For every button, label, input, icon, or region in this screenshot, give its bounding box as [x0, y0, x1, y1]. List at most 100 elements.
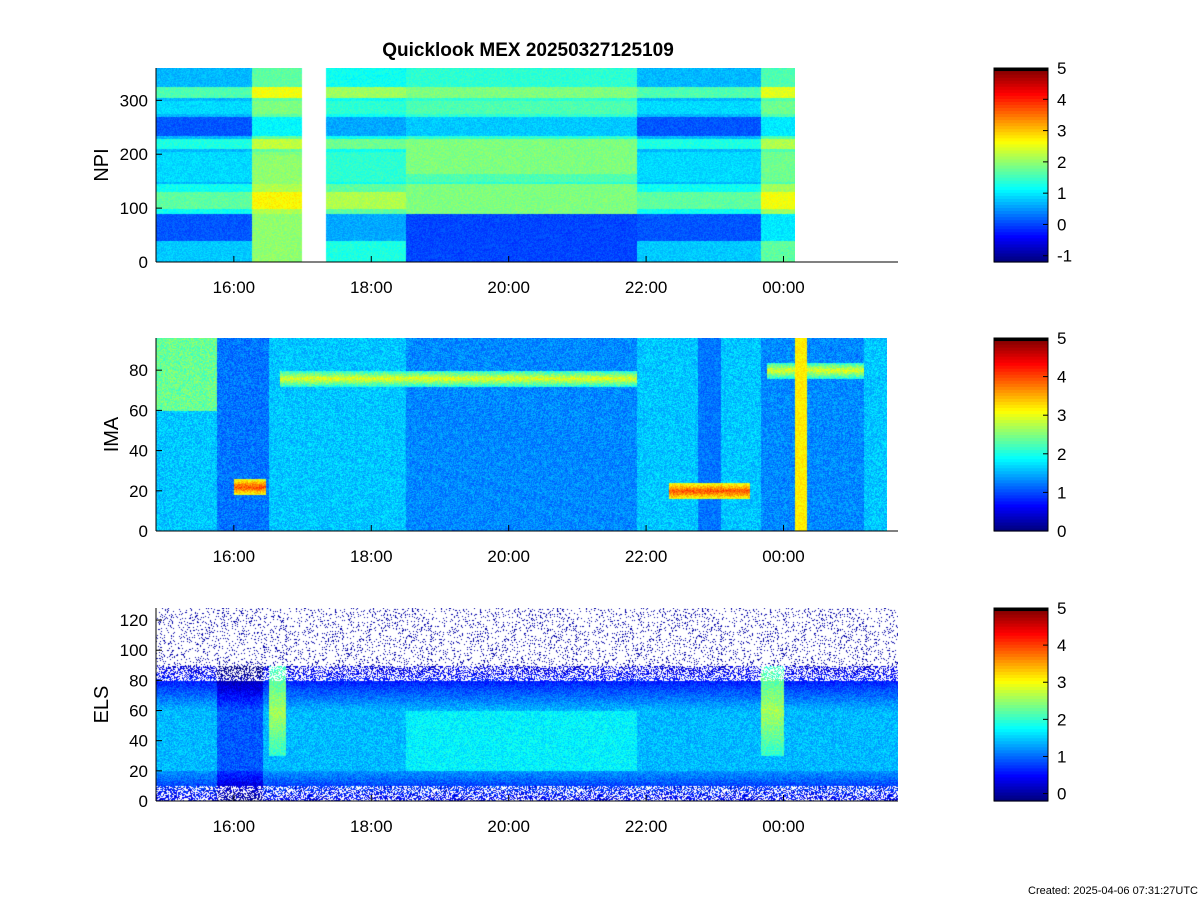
y-tick-label: 80 — [129, 361, 148, 380]
colorbar-swatch — [994, 83, 1048, 87]
colorbar-swatch — [994, 482, 1048, 487]
y-tick-label: 20 — [129, 762, 148, 781]
x-tick-label: 16:00 — [213, 278, 256, 297]
colorbar-swatch — [994, 86, 1048, 90]
colorbar-swatch — [994, 758, 1048, 763]
colorbar-swatch — [994, 377, 1048, 381]
colorbar-swatch — [994, 491, 1048, 496]
y-tick-label: 0 — [139, 792, 148, 811]
colorbar-swatch — [994, 452, 1048, 457]
colorbar-swatch — [994, 467, 1048, 472]
colorbar-tick-label: 3 — [1057, 406, 1066, 425]
colorbar-swatch — [994, 152, 1048, 157]
colorbar-swatch — [994, 473, 1048, 478]
colorbar-swatch — [994, 446, 1048, 451]
colorbar-swatch — [994, 252, 1048, 257]
colorbar-swatch — [994, 737, 1048, 742]
colorbar-overflow — [994, 68, 1048, 71]
colorbar-swatch — [994, 161, 1048, 166]
x-tick-label: 20:00 — [487, 817, 530, 836]
colorbar-swatch — [994, 710, 1048, 715]
colorbar-swatch — [994, 692, 1048, 697]
colorbar-swatch — [994, 425, 1048, 430]
colorbar-swatch — [994, 98, 1048, 102]
colorbar-tick-label: 5 — [1057, 329, 1066, 348]
colorbar-swatch — [994, 165, 1048, 169]
colorbar-swatch — [994, 782, 1048, 787]
colorbar-swatch — [994, 668, 1048, 672]
colorbar-swatch — [994, 656, 1048, 660]
colorbar-swatch — [994, 398, 1048, 402]
x-tick-label: 20:00 — [487, 278, 530, 297]
colorbar-swatch — [994, 476, 1048, 481]
colorbar-swatch — [994, 725, 1048, 730]
colorbar-swatch — [994, 410, 1048, 414]
y-axis-label: IMA — [101, 416, 123, 452]
colorbar-swatch — [994, 707, 1048, 712]
colorbar-tick-label: 0 — [1057, 785, 1066, 804]
colorbar-swatch — [994, 222, 1048, 227]
colorbar-swatch — [994, 392, 1048, 396]
colorbar-swatch — [994, 225, 1048, 230]
colorbar-swatch — [994, 146, 1048, 151]
colorbar-swatch — [994, 623, 1048, 627]
colorbar-swatch — [994, 174, 1048, 178]
y-tick-label: 200 — [120, 145, 148, 164]
colorbar-swatch — [994, 746, 1048, 751]
y-tick-label: 300 — [120, 91, 148, 110]
colorbar-swatch — [994, 527, 1048, 532]
colorbar-swatch — [994, 71, 1048, 75]
colorbar-swatch — [994, 701, 1048, 706]
colorbar-swatch — [994, 353, 1048, 357]
colorbar-swatch — [994, 731, 1048, 736]
colorbar-swatch — [994, 617, 1048, 621]
colorbar-swatch — [994, 258, 1048, 263]
colorbar-swatch — [994, 207, 1048, 212]
colorbar-swatch — [994, 794, 1048, 799]
colorbar-swatch — [994, 734, 1048, 739]
y-tick-label: 100 — [120, 641, 148, 660]
colorbar-swatch — [994, 383, 1048, 387]
npi-spectrogram — [156, 68, 795, 262]
colorbar-swatch — [994, 428, 1048, 433]
colorbar-overflow — [994, 338, 1048, 341]
colorbar-swatch — [994, 246, 1048, 251]
colorbar-swatch — [994, 644, 1048, 648]
colorbar-swatch — [994, 201, 1048, 206]
colorbar-swatch — [994, 395, 1048, 399]
colorbar-swatch — [994, 653, 1048, 657]
x-tick-label: 00:00 — [762, 278, 805, 297]
colorbar-tick-label: 1 — [1057, 483, 1066, 502]
created-timestamp: Created: 2025-04-06 07:31:27UTC — [1028, 885, 1198, 897]
colorbar-swatch — [994, 488, 1048, 493]
colorbar-frame — [993, 67, 1049, 263]
colorbar-tick-label: 4 — [1057, 636, 1066, 655]
colorbar-swatch — [994, 195, 1048, 199]
colorbar-swatch — [994, 386, 1048, 390]
colorbar-tick-label: 3 — [1057, 122, 1066, 141]
x-tick-label: 22:00 — [625, 817, 668, 836]
colorbar-swatch — [994, 470, 1048, 475]
colorbar-swatch — [994, 764, 1048, 769]
colorbar-swatch — [994, 422, 1048, 427]
y-tick-label: 40 — [129, 732, 148, 751]
colorbar-swatch — [994, 416, 1048, 421]
colorbar-tick-label: 3 — [1057, 673, 1066, 692]
colorbar-swatch — [994, 674, 1048, 678]
colorbar-swatch — [994, 713, 1048, 718]
colorbar-swatch — [994, 485, 1048, 490]
colorbar-swatch — [994, 719, 1048, 724]
colorbar-swatch — [994, 122, 1048, 127]
colorbar-swatch — [994, 356, 1048, 360]
colorbar-tick-label: 5 — [1057, 59, 1066, 78]
colorbar-swatch — [994, 255, 1048, 260]
colorbar-swatch — [994, 506, 1048, 511]
colorbar-swatch — [994, 662, 1048, 666]
colorbar-swatch — [994, 791, 1048, 796]
colorbar-swatch — [994, 797, 1048, 802]
colorbar-swatch — [994, 407, 1048, 411]
colorbar-tick-label: 4 — [1057, 368, 1066, 387]
colorbar-swatch — [994, 180, 1048, 184]
colorbar-swatch — [994, 458, 1048, 463]
